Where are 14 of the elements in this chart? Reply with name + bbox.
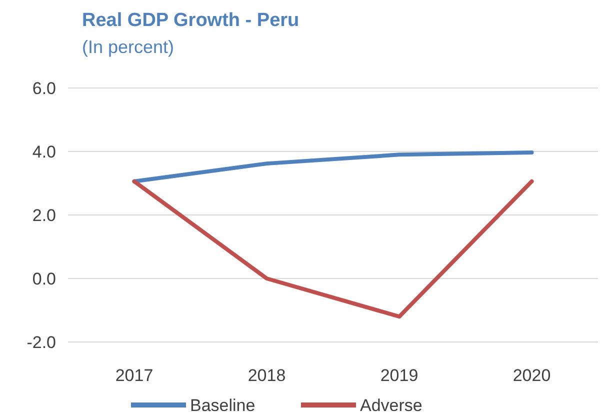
x-tick-label: 2017 [115, 366, 154, 385]
x-tick-label: 2019 [380, 366, 418, 385]
y-tick-label: 4.0 [32, 142, 56, 162]
y-tick-label: -2.0 [26, 332, 56, 352]
x-tick-label: 2020 [512, 366, 551, 385]
y-tick-label: 0.0 [32, 269, 56, 288]
chart-subtitle: (In percent) [82, 37, 174, 57]
legend-label: Baseline [190, 396, 256, 415]
y-tick-label: 2.0 [32, 206, 56, 225]
line-series [132, 150, 534, 184]
legend-label: Adverse [360, 396, 422, 415]
y-tick-label: 6.0 [32, 78, 56, 98]
x-tick-label: 2018 [248, 366, 286, 385]
chart-title: Real GDP Growth - Peru [82, 10, 300, 31]
